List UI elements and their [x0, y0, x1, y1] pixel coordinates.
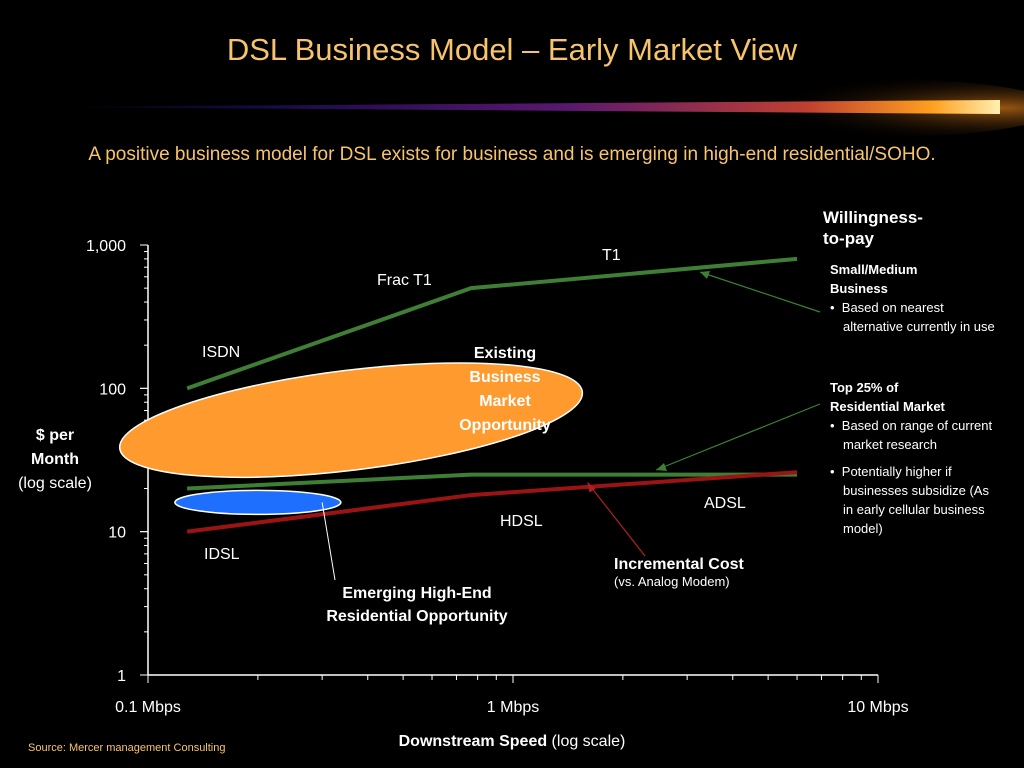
- x-label-rest: (log scale): [547, 733, 626, 750]
- label-isdn: ISDN: [202, 344, 241, 361]
- incremental-title: Incremental Cost: [614, 556, 744, 573]
- existing-line4: Opportunity: [459, 417, 551, 434]
- smb-bullet-text: Based on nearest alternative currently i…: [841, 300, 995, 334]
- label-idsl: IDSL: [204, 546, 240, 563]
- emerging-line1: Emerging High-End: [342, 585, 492, 602]
- series-line-smb: [186, 256, 798, 391]
- y-tick-label: 1,000: [86, 238, 126, 255]
- residential-arrowhead: [656, 463, 667, 471]
- y-label-line1: $ per: [35, 427, 75, 444]
- smb-note: Small/Medium Business • Based on nearest…: [830, 260, 1000, 336]
- existing-opportunity-ellipse: [118, 362, 584, 479]
- smb-arrowhead: [700, 271, 710, 279]
- res-bullet2-text: Potentially higher if businesses subsidi…: [841, 464, 989, 536]
- y-tick-label: 100: [99, 381, 126, 398]
- incremental-arrowhead: [587, 482, 596, 493]
- subtitle: A positive business model for DSL exists…: [88, 144, 936, 165]
- smb-head1: Small/Medium: [830, 262, 918, 277]
- existing-line1: Existing: [473, 345, 537, 362]
- residential-note: Top 25% of Residential Market • Based on…: [830, 378, 1000, 538]
- existing-line3: Market: [479, 393, 531, 410]
- emerging-leader-line: [321, 502, 336, 581]
- willingness-line1: Willingness-: [823, 208, 923, 227]
- willingness-line2: to-pay: [823, 229, 874, 248]
- smb-bullet: • Based on nearest alternative currently…: [830, 300, 995, 334]
- smb-head2: Business: [830, 281, 888, 296]
- y-axis-label: $ per Month (log scale): [0, 424, 110, 496]
- label-hdsl: HDSL: [500, 513, 543, 530]
- x-tick-label: 10 Mbps: [847, 699, 908, 716]
- x-label-bold: Downstream Speed: [398, 733, 548, 750]
- incremental-cost-label: Incremental Cost (vs. Analog Modem): [614, 556, 744, 589]
- existing-opportunity-label: Existing Business Market Opportunity: [420, 342, 590, 438]
- res-head1: Top 25% of: [830, 380, 899, 395]
- residential-leader-line: [655, 403, 821, 471]
- smb-leader-line: [699, 271, 821, 313]
- res-bullet1-text: Based on range of current market researc…: [841, 418, 993, 452]
- incremental-sub: (vs. Analog Modem): [614, 574, 730, 589]
- source-note: Source: Mercer management Consulting: [28, 742, 226, 754]
- emerging-line2: Residential Opportunity: [326, 608, 508, 625]
- res-head2: Residential Market: [830, 399, 945, 414]
- existing-line2: Business: [469, 369, 541, 386]
- willingness-heading: Willingness- to-pay: [823, 207, 923, 249]
- label-adsl: ADSL: [704, 495, 746, 512]
- series-line-residential: [187, 472, 798, 491]
- emerging-opportunity-ellipse: [174, 489, 342, 516]
- res-bullet2: • Potentially higher if businesses subsi…: [830, 464, 989, 536]
- emerging-opportunity-label: Emerging High-End Residential Opportunit…: [297, 582, 537, 628]
- x-tick-label: 1 Mbps: [487, 699, 539, 716]
- y-label-line2: Month: [31, 451, 79, 468]
- x-tick-label: 0.1 Mbps: [115, 699, 181, 716]
- label-frac-t1: Frac T1: [377, 272, 432, 289]
- x-axis-label: Downstream Speed (log scale): [0, 733, 1024, 751]
- res-bullet1: • Based on range of current market resea…: [830, 418, 993, 452]
- comet-decoration: [40, 78, 1024, 138]
- y-tick-label: 10: [108, 525, 126, 542]
- label-t1: T1: [602, 247, 621, 264]
- incremental-leader-line: [587, 482, 646, 557]
- y-label-line3: (log scale): [18, 475, 92, 492]
- y-tick-label: 1: [117, 668, 126, 685]
- page-title: DSL Business Model – Early Market View: [226, 32, 798, 67]
- series-line-incremental-cost: [186, 470, 798, 534]
